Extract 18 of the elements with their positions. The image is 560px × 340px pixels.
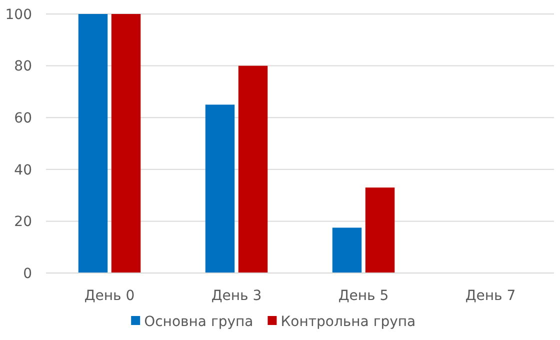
bar <box>238 66 268 273</box>
bar <box>332 228 362 273</box>
x-tick-label: День 0 <box>84 288 135 304</box>
legend-label: Контрольна група <box>280 314 416 330</box>
x-tick-label: День 5 <box>338 288 389 304</box>
x-tick-label: День 3 <box>211 288 262 304</box>
y-tick-label: 0 <box>23 266 32 282</box>
y-tick-label: 100 <box>5 6 32 23</box>
legend-label: Основна група <box>144 314 254 330</box>
y-tick-label: 80 <box>14 58 32 75</box>
bar <box>205 104 235 273</box>
y-tick-label: 60 <box>14 110 32 126</box>
bar <box>111 14 141 273</box>
y-tick-label: 40 <box>14 162 32 178</box>
x-tick-label: День 7 <box>465 288 516 304</box>
bar <box>78 14 108 273</box>
y-tick-label: 20 <box>14 214 32 230</box>
bar <box>365 188 395 273</box>
